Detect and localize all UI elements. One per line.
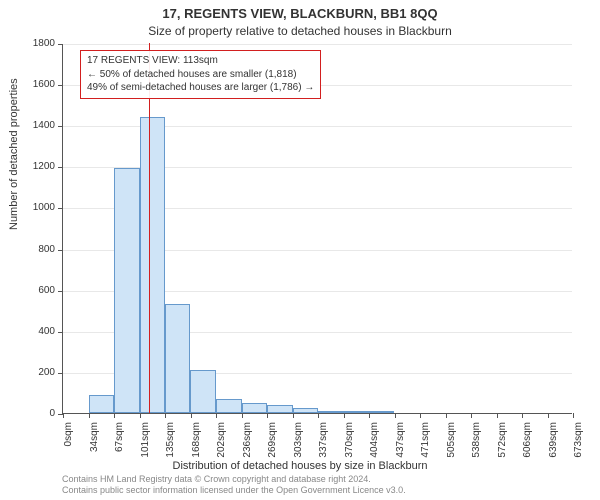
info-line-1: 17 REGENTS VIEW: 113sqm: [87, 54, 314, 68]
histogram-bar: [343, 411, 369, 413]
x-tick-label: 572sqm: [497, 422, 508, 462]
info-box: 17 REGENTS VIEW: 113sqm ← 50% of detache…: [80, 50, 321, 99]
y-tick-label: 1600: [15, 79, 55, 90]
histogram-bar: [89, 395, 114, 414]
histogram-bar: [190, 370, 216, 413]
x-tick: [191, 413, 192, 418]
x-tick-label: 505sqm: [446, 422, 457, 462]
x-tick: [242, 413, 243, 418]
histogram-bar: [293, 408, 319, 413]
x-tick-label: 34sqm: [89, 422, 100, 462]
x-tick-label: 606sqm: [522, 422, 533, 462]
x-tick-label: 303sqm: [293, 422, 304, 462]
x-tick: [114, 413, 115, 418]
x-tick-label: 370sqm: [344, 422, 355, 462]
histogram-bar: [242, 403, 267, 413]
x-tick-label: 67sqm: [114, 422, 125, 462]
y-tick-label: 200: [15, 367, 55, 378]
histogram-bar: [318, 411, 343, 413]
info-line-2: ← 50% of detached houses are smaller (1,…: [87, 68, 314, 82]
y-tick-label: 0: [15, 408, 55, 419]
x-tick-label: 471sqm: [420, 422, 431, 462]
x-tick: [497, 413, 498, 418]
x-tick: [420, 413, 421, 418]
x-tick-label: 135sqm: [165, 422, 176, 462]
y-tick-label: 400: [15, 326, 55, 337]
x-tick: [140, 413, 141, 418]
x-tick-label: 202sqm: [216, 422, 227, 462]
grid-line: [63, 44, 572, 45]
x-tick: [369, 413, 370, 418]
histogram-bar: [216, 399, 242, 413]
x-tick: [471, 413, 472, 418]
x-tick: [267, 413, 268, 418]
x-tick: [344, 413, 345, 418]
histogram-bar: [267, 405, 293, 413]
footer-line-2: Contains public sector information licen…: [62, 485, 406, 496]
x-tick: [89, 413, 90, 418]
x-tick-label: 337sqm: [318, 422, 329, 462]
footer: Contains HM Land Registry data © Crown c…: [62, 474, 406, 496]
x-tick: [395, 413, 396, 418]
y-tick-label: 600: [15, 285, 55, 296]
x-tick-label: 673sqm: [573, 422, 584, 462]
histogram-bar: [140, 117, 166, 413]
x-tick-label: 437sqm: [395, 422, 406, 462]
x-tick: [446, 413, 447, 418]
x-tick-label: 538sqm: [471, 422, 482, 462]
x-tick-label: 101sqm: [140, 422, 151, 462]
x-tick-label: 639sqm: [548, 422, 559, 462]
x-tick: [548, 413, 549, 418]
chart-container: 17, REGENTS VIEW, BLACKBURN, BB1 8QQ Siz…: [0, 0, 600, 500]
histogram-bar: [369, 411, 394, 413]
reference-line: [149, 43, 150, 413]
x-tick: [318, 413, 319, 418]
y-tick-label: 800: [15, 244, 55, 255]
x-tick-label: 236sqm: [242, 422, 253, 462]
x-tick: [216, 413, 217, 418]
histogram-bar: [114, 168, 140, 413]
chart-subtitle: Size of property relative to detached ho…: [0, 24, 600, 38]
y-tick-label: 1800: [15, 38, 55, 49]
x-tick-label: 0sqm: [63, 422, 74, 462]
info-line-3: 49% of semi-detached houses are larger (…: [87, 81, 314, 95]
histogram-bar: [165, 304, 190, 413]
x-tick: [522, 413, 523, 418]
y-tick-label: 1400: [15, 120, 55, 131]
y-tick-label: 1200: [15, 161, 55, 172]
x-tick-label: 404sqm: [369, 422, 380, 462]
plot-area: 0200400600800100012001400160018000sqm34s…: [62, 44, 572, 414]
x-tick: [293, 413, 294, 418]
x-axis-label: Distribution of detached houses by size …: [0, 460, 600, 472]
x-tick: [573, 413, 574, 418]
y-tick-label: 1000: [15, 202, 55, 213]
x-tick-label: 269sqm: [267, 422, 278, 462]
x-tick: [63, 413, 64, 418]
x-tick: [165, 413, 166, 418]
chart-title: 17, REGENTS VIEW, BLACKBURN, BB1 8QQ: [0, 6, 600, 21]
x-tick-label: 168sqm: [191, 422, 202, 462]
footer-line-1: Contains HM Land Registry data © Crown c…: [62, 474, 406, 485]
